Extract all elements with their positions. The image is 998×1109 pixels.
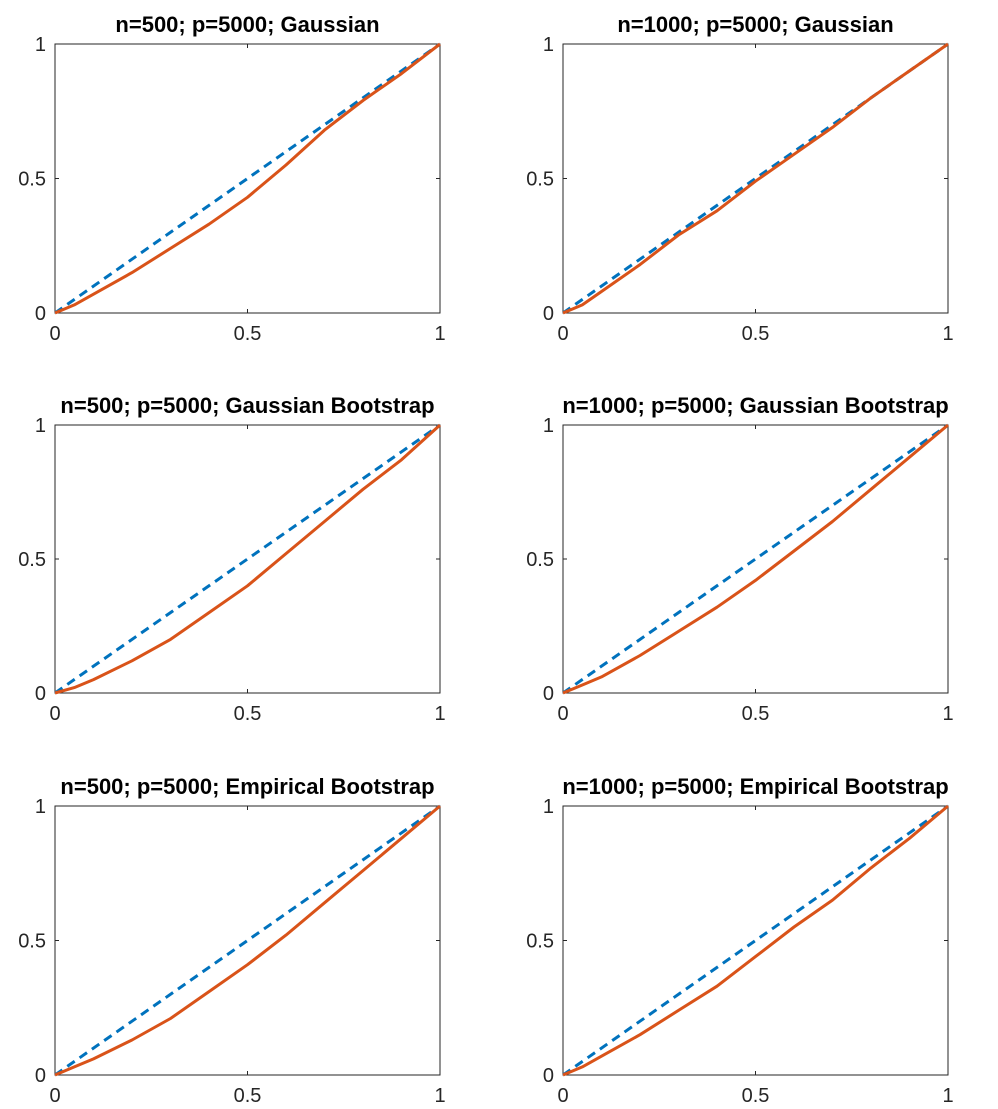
panel-3-ytick-label-0: 0 — [35, 683, 46, 705]
panel-2-title: n=1000; p=5000; Gaussian — [617, 12, 893, 37]
panel-5-title: n=500; p=5000; Empirical Bootstrap — [60, 774, 434, 799]
panel-6-xtick-label-0: 0 — [557, 1085, 568, 1107]
panel-2-ytick-label-1: 0.5 — [526, 169, 554, 191]
panel-1-title: n=500; p=5000; Gaussian — [115, 12, 379, 37]
panel-2-n-1000-p-5000-gaussian: n=1000; p=5000; Gaussian 0 0.5 1 0 0.5 1 — [526, 12, 953, 345]
panel-1-empirical-curve-line — [54, 42, 441, 315]
panel-6-xtick-label-1: 0.5 — [742, 1085, 770, 1107]
panel-3-empirical-curve-line — [54, 423, 442, 695]
panel-2-xtick-label-0: 0 — [557, 323, 568, 345]
panel-1-xtick-label-2: 1 — [434, 323, 445, 345]
panel-4-xtick-label-1: 0.5 — [742, 703, 770, 725]
panel-6-ytick-label-2: 1 — [543, 796, 554, 818]
panel-3-reference-diagonal-line — [54, 423, 441, 695]
panel-5-xtick-label-0: 0 — [49, 1085, 60, 1107]
panel-5-ytick-label-0: 0 — [35, 1065, 46, 1087]
panel-4-xtick-label-0: 0 — [557, 703, 568, 725]
panel-1-xtick-label-0: 0 — [49, 323, 60, 345]
panel-3-xtick-label-2: 1 — [434, 703, 445, 725]
panel-1-xtick-label-1: 0.5 — [234, 323, 262, 345]
panel-1-n-500-p-5000-gaussian: n=500; p=5000; Gaussian 0 0.5 1 0 0.5 1 — [18, 12, 445, 345]
panel-6-ytick-label-1: 0.5 — [526, 931, 554, 953]
panel-4-ytick-label-1: 0.5 — [526, 549, 554, 571]
panel-2-xtick-label-1: 0.5 — [742, 323, 770, 345]
panel-5-axes-box — [54, 805, 441, 1076]
panel-2-xtick-label-2: 1 — [942, 323, 953, 345]
panel-1-ytick-label-1: 0.5 — [18, 169, 46, 191]
panel-3-n-500-p-5000-gaussian-bootstrap: n=500; p=5000; Gaussian Bootstrap 0 0.5 1 0 0… — [18, 393, 445, 725]
panel-6-title: n=1000; p=5000; Empirical Bootstrap — [562, 774, 948, 799]
panel-5-ytick-label-2: 1 — [35, 796, 46, 818]
panel-2-ytick-label-0: 0 — [543, 303, 554, 325]
panel-5-reference-diagonal-line — [54, 804, 441, 1077]
panel-1-ytick-label-2: 1 — [35, 34, 46, 56]
panel-4-title: n=1000; p=5000; Gaussian Bootstrap — [562, 393, 948, 418]
panel-6-empirical-curve-line — [562, 804, 949, 1077]
panel-1-ytick-label-0: 0 — [35, 303, 46, 325]
panel-6-xtick-label-2: 1 — [942, 1085, 953, 1107]
panel-4-reference-diagonal-line — [562, 423, 949, 695]
panel-5-empirical-curve-line — [54, 804, 441, 1077]
panel-3-ytick-label-1: 0.5 — [18, 549, 46, 571]
panel-4-ytick-label-2: 1 — [543, 415, 554, 437]
panel-2-empirical-curve-line — [562, 42, 949, 315]
panel-1-axes-box — [54, 43, 441, 314]
panel-3-ytick-label-2: 1 — [35, 415, 46, 437]
panel-4-ytick-label-0: 0 — [543, 683, 554, 705]
panel-4-empirical-curve-line — [562, 423, 949, 695]
panel-5-n-500-p-5000-empirical-bootstrap: n=500; p=5000; Empirical Bootstrap 0 0.5 1 0… — [18, 774, 445, 1107]
panel-2-ytick-label-2: 1 — [543, 34, 554, 56]
panel-6-n-1000-p-5000-empirical-bootstrap: n=1000; p=5000; Empirical Bootstrap 0 0.5 1… — [526, 774, 953, 1107]
panel-4-n-1000-p-5000-gaussian-bootstrap: n=1000; p=5000; Gaussian Bootstrap 0 0.5 1 0… — [526, 393, 953, 725]
panel-5-xtick-label-2: 1 — [434, 1085, 445, 1107]
panel-6-ytick-label-0: 0 — [543, 1065, 554, 1087]
panel-6-reference-diagonal-line — [562, 804, 949, 1077]
panel-5-ytick-label-1: 0.5 — [18, 931, 46, 953]
panel-3-xtick-label-0: 0 — [49, 703, 60, 725]
panel-3-title: n=500; p=5000; Gaussian Bootstrap — [60, 393, 434, 418]
panel-3-xtick-label-1: 0.5 — [234, 703, 262, 725]
panel-1-reference-diagonal-line — [54, 42, 441, 315]
panel-4-xtick-label-2: 1 — [942, 703, 953, 725]
panel-6-axes-box — [562, 805, 949, 1076]
panel-5-xtick-label-1: 0.5 — [234, 1085, 262, 1107]
